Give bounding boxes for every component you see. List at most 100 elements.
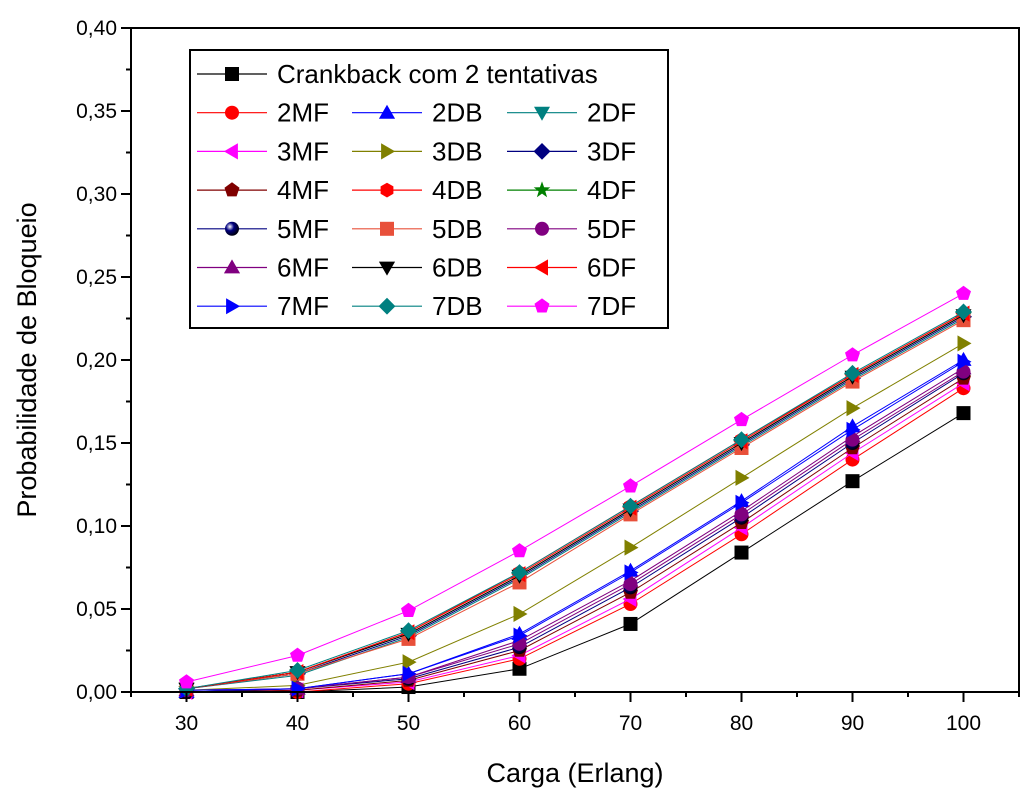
data-point [624, 539, 639, 556]
y-tick-label: 0,00 [76, 681, 117, 704]
legend-entry: 5DF [507, 214, 636, 244]
data-point [734, 545, 749, 560]
y-tick-label: 0,40 [76, 17, 117, 40]
axis-layer: 30 40 50 60 70 80 90 100 0,00 0,05 0,10 0,15 0,20 0,2… [76, 17, 1020, 735]
legend-label: 4DF [587, 175, 636, 205]
x-tick-label: 80 [730, 712, 753, 735]
legend-marker [380, 221, 394, 236]
legend-marker [381, 143, 396, 160]
legend-label: 3DB [432, 136, 483, 166]
data-point [735, 469, 750, 486]
legend-label: 3MF [277, 136, 329, 166]
data-point [623, 616, 638, 631]
legend-entry: 6DB [352, 253, 483, 283]
legend-marker [223, 259, 241, 274]
legend: Crankback com 2 tentativas 2MF 2DB 2DF 3MF 3D… [189, 49, 669, 329]
data-point [955, 303, 972, 321]
series-line [186, 319, 964, 690]
x-tick-label: 100 [946, 712, 981, 735]
y-tick-label: 0,35 [76, 100, 117, 123]
data-point [402, 654, 417, 671]
data-point [513, 605, 528, 622]
legend-marker [378, 261, 396, 276]
series-7mf [180, 353, 972, 699]
legend-entry: 4DB [352, 175, 483, 205]
x-tick-label: 90 [841, 712, 864, 735]
data-point [956, 406, 971, 421]
legend-entry: 2DB [352, 98, 483, 128]
legend-label: 5DB [432, 214, 483, 244]
legend-entry: 5DB [352, 214, 483, 244]
data-point [845, 474, 860, 489]
legend-label: 2MF [277, 98, 329, 128]
legend-entry: 4DF [507, 175, 636, 205]
legend-marker [533, 181, 551, 198]
legend-label: Crankback com 2 tentativas [277, 59, 598, 89]
legend-label: 5DF [587, 214, 636, 244]
y-tick-label: 0,20 [76, 349, 117, 372]
legend-marker [378, 104, 396, 119]
series-line [186, 367, 964, 691]
legend-marker [223, 143, 238, 160]
legend-box [189, 49, 669, 329]
legend-label: 6MF [277, 253, 329, 283]
legend-entry: 7DF [507, 291, 636, 321]
legend-entry: 2DF [507, 98, 636, 128]
x-tick-label: 30 [175, 712, 198, 735]
y-tick-label: 0,10 [76, 515, 117, 538]
legend-entry: 7MF [197, 291, 329, 321]
data-point [401, 602, 416, 617]
series-7df [179, 285, 971, 689]
series-line [186, 361, 964, 691]
legend-marker [534, 106, 550, 121]
data-point [624, 564, 639, 581]
x-tick-label: 70 [619, 712, 642, 735]
data-point [957, 335, 972, 352]
series-line [186, 316, 964, 690]
legend-label: 3DF [587, 136, 636, 166]
x-tick-label: 60 [508, 712, 531, 735]
x-tick-label: 40 [286, 712, 309, 735]
data-point [512, 661, 527, 676]
data-point [846, 400, 861, 417]
data-point [402, 665, 417, 682]
data-point [512, 543, 527, 558]
data-point [845, 347, 860, 362]
legend-entry: Crankback com 2 tentativas [197, 59, 598, 89]
legend-label: 4DB [432, 175, 483, 205]
legend-entry: 5MF [197, 214, 329, 244]
x-tick-label: 50 [397, 712, 420, 735]
data-point [511, 564, 528, 581]
legend-entry: 2MF [197, 98, 329, 128]
legend-entry: 3MF [197, 136, 329, 166]
data-point [844, 364, 861, 382]
legend-marker [226, 298, 241, 315]
x-axis-title: Carga (Erlang) [486, 758, 663, 788]
data-point [846, 421, 861, 438]
data-point [733, 431, 750, 449]
legend-marker [380, 182, 394, 198]
legend-label: 7DB [432, 291, 483, 321]
legend-label: 7DF [587, 291, 636, 321]
legend-label: 6DB [432, 253, 483, 283]
data-point [622, 572, 639, 587]
legend-marker [533, 143, 551, 160]
series-line [186, 313, 964, 690]
legend-marker [225, 67, 239, 81]
y-tick-label: 0,05 [76, 598, 117, 621]
data-point [735, 494, 750, 511]
data-point [513, 627, 528, 644]
y-tick-label: 0,25 [76, 266, 117, 289]
legend-marker [225, 105, 239, 120]
series-line [186, 293, 964, 683]
data-point [734, 411, 749, 427]
legend-marker [534, 298, 550, 313]
data-point [622, 497, 639, 515]
data-point [290, 647, 305, 662]
data-point [844, 428, 861, 443]
legend-entry: 3DB [352, 136, 483, 166]
legend-entry: 7DB [352, 291, 483, 321]
legend-entry: 6DF [507, 253, 636, 283]
legend-marker [224, 182, 240, 197]
series-7db [178, 303, 972, 698]
